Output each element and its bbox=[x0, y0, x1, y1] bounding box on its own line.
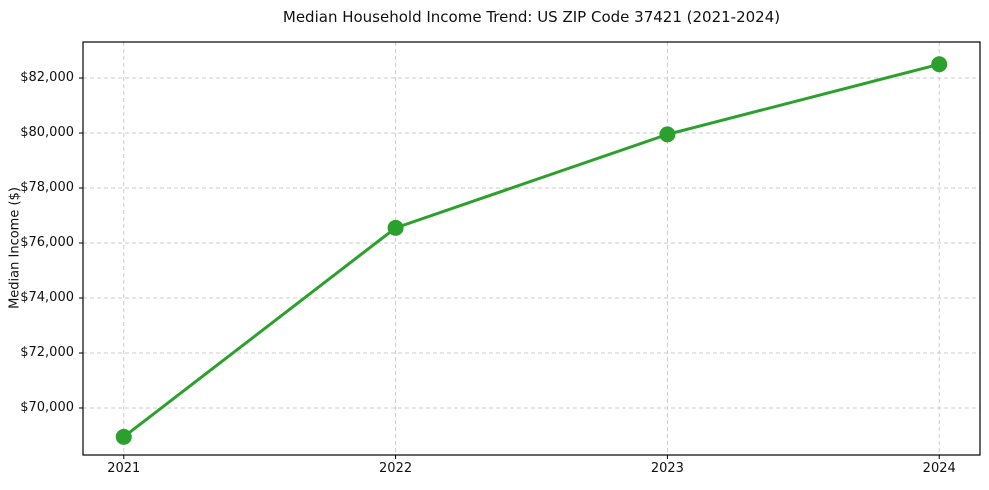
x-tick-label: 2023 bbox=[650, 461, 684, 476]
y-tick-label: $74,000 bbox=[20, 289, 74, 305]
chart-title: Median Household Income Trend: US ZIP Co… bbox=[282, 8, 781, 26]
y-tick-label: $80,000 bbox=[20, 125, 74, 140]
y-tick-label: $82,000 bbox=[20, 70, 74, 86]
y-tick-label: $70,000 bbox=[20, 399, 74, 415]
plot-border bbox=[82, 41, 981, 456]
data-point bbox=[387, 219, 404, 236]
data-line bbox=[122, 62, 941, 439]
x-tick-label: 2024 bbox=[922, 461, 956, 476]
data-point bbox=[659, 126, 676, 143]
y-tick-label: $78,000 bbox=[20, 180, 74, 195]
data-point bbox=[931, 56, 948, 73]
data-point bbox=[115, 428, 132, 445]
x-tick-label: 2022 bbox=[379, 461, 413, 476]
y-tick-label: $76,000 bbox=[20, 235, 74, 250]
y-tick-label: $72,000 bbox=[20, 344, 74, 360]
x-tick-label: 2021 bbox=[107, 461, 141, 476]
